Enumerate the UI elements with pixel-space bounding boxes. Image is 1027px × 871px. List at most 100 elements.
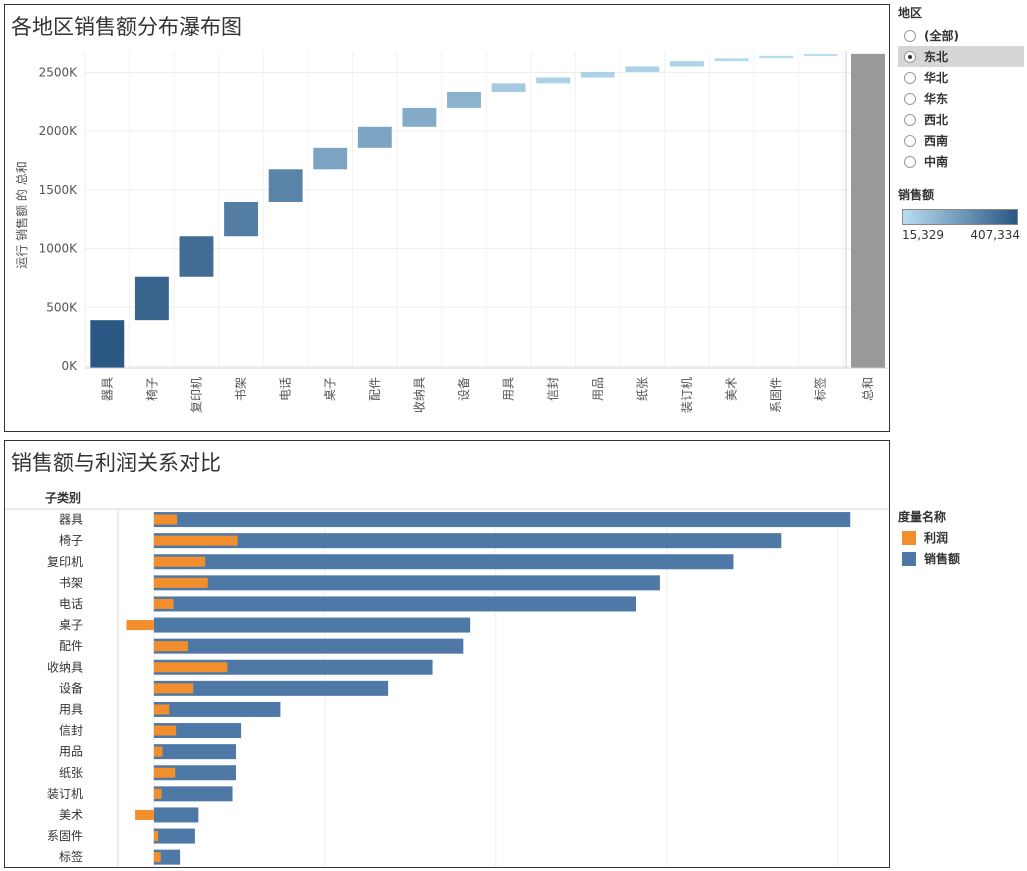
y-tick-label: 2500K xyxy=(39,65,79,79)
row-label: 用品 xyxy=(59,745,83,759)
region-option[interactable]: 中南 xyxy=(898,151,1024,172)
region-filter: 地区 (全部) 东北华北华东西北 西南中南 xyxy=(898,4,1024,172)
region-option[interactable]: 西南 xyxy=(898,130,1024,151)
radio-circle-icon xyxy=(904,135,916,147)
waterfall-bar xyxy=(224,202,258,236)
y-tick-label: 0K xyxy=(61,359,78,373)
sales-bar xyxy=(154,829,195,844)
x-tick-label: 装订机 xyxy=(680,377,694,413)
radio-circle-icon xyxy=(904,114,916,126)
x-tick-label: 美术 xyxy=(725,377,739,401)
row-label: 桌子 xyxy=(59,618,83,632)
waterfall-bar xyxy=(670,61,704,66)
measure-legend-title: 度量名称 xyxy=(898,508,1024,525)
sales-bar xyxy=(154,639,463,654)
waterfall-bar xyxy=(759,56,793,58)
profit-bar xyxy=(154,852,161,862)
x-tick-label: 系固件 xyxy=(769,377,783,413)
waterfall-bar xyxy=(402,108,436,127)
profit-bar xyxy=(154,747,163,757)
profit-swatch xyxy=(902,531,916,545)
total-tick-label: 总和 xyxy=(861,377,875,401)
x-tick-label: 桌子 xyxy=(323,377,337,401)
legend-item-profit[interactable]: 利润 xyxy=(898,527,1024,548)
waterfall-bar xyxy=(581,72,615,78)
sales-color-legend: 销售额 15,329 407,334 xyxy=(898,186,1024,242)
y-tick-label: 1000K xyxy=(39,242,79,256)
sales-bar xyxy=(154,744,236,759)
region-option-label: 中南 xyxy=(924,153,948,170)
row-label: 纸张 xyxy=(59,766,83,780)
waterfall-bar xyxy=(492,83,526,92)
profit-bar xyxy=(154,704,169,714)
sales-profit-chart: 子类别器具椅子复印机书架电话桌子配件收纳具设备用具信封用品纸张装订机美术系固件标… xyxy=(5,441,889,867)
radio-circle-icon xyxy=(904,93,916,105)
legend-label-profit: 利润 xyxy=(924,529,948,546)
row-label: 器具 xyxy=(59,513,83,527)
region-radio-list: (全部) 东北华北华东西北 西南中南 xyxy=(898,25,1024,172)
row-label: 美术 xyxy=(59,808,83,822)
x-tick-label: 椅子 xyxy=(145,377,159,401)
x-tick-label: 器具 xyxy=(100,377,114,401)
waterfall-bar xyxy=(536,77,570,83)
region-option[interactable]: 西北 xyxy=(898,109,1024,130)
profit-bar xyxy=(154,726,176,736)
region-filter-title: 地区 xyxy=(898,4,1024,21)
region-option-label: 华东 xyxy=(924,90,948,107)
row-label: 收纳具 xyxy=(47,660,83,674)
row-label: 配件 xyxy=(59,639,83,653)
sales-bar xyxy=(154,533,781,548)
row-label: 椅子 xyxy=(59,534,83,548)
row-label: 电话 xyxy=(59,597,83,611)
radio-circle-icon xyxy=(904,72,916,84)
total-bar xyxy=(851,54,885,368)
profit-bar xyxy=(154,683,193,693)
waterfall-bar xyxy=(90,320,124,368)
profit-bar xyxy=(154,515,177,525)
y-tick-label: 1500K xyxy=(39,183,79,197)
x-tick-label: 标签 xyxy=(813,377,828,401)
waterfall-chart-panel: 各地区销售额分布瀑布图 0K 500K 1000K 1500K 2000K 2500K 运行… xyxy=(4,4,890,432)
waterfall-bar xyxy=(313,148,347,169)
gradient-min-label: 15,329 xyxy=(902,228,944,242)
profit-bar xyxy=(127,620,154,630)
x-tick-label: 电话 xyxy=(279,377,293,401)
sales-bar xyxy=(154,512,850,527)
y-tick-label: 500K xyxy=(46,300,78,314)
x-tick-label: 用具 xyxy=(502,377,516,401)
row-label: 标签 xyxy=(59,849,83,864)
x-tick-label: 用品 xyxy=(591,377,605,401)
x-tick-label: 复印机 xyxy=(189,377,203,413)
gradient-max-label: 407,334 xyxy=(970,228,1020,242)
sales-bar xyxy=(154,554,734,569)
sales-bar xyxy=(154,575,660,590)
waterfall-bar xyxy=(358,127,392,148)
radio-circle-icon xyxy=(904,30,916,42)
sales-bar xyxy=(154,807,198,822)
sales-swatch xyxy=(902,552,916,566)
region-option[interactable]: (全部) xyxy=(898,25,1024,46)
waterfall-bar xyxy=(715,58,749,61)
row-label: 设备 xyxy=(59,681,83,695)
sales-profit-chart-panel: 销售额与利润关系对比 子类别 器具 椅子 复印机 书架 电话 桌子 配件 收纳具 设备 用具 信封 用品… xyxy=(4,440,890,868)
row-header: 子类别 xyxy=(45,490,81,505)
profit-bar xyxy=(154,662,228,672)
sales-color-gradient xyxy=(902,209,1018,225)
region-option[interactable]: 华东 xyxy=(898,88,1024,109)
region-option-label: 华北 xyxy=(924,69,948,86)
legend-item-sales[interactable]: 销售额 xyxy=(898,548,1024,569)
profit-bar xyxy=(154,557,205,567)
x-tick-label: 信封 xyxy=(546,377,560,401)
radio-circle-icon xyxy=(904,156,916,168)
waterfall-bar xyxy=(447,92,481,108)
region-option-label: 东北 xyxy=(924,48,948,65)
waterfall-bar xyxy=(180,236,214,277)
sales-color-legend-title: 销售额 xyxy=(898,186,1024,203)
waterfall-bar xyxy=(269,169,303,202)
profit-bar xyxy=(154,536,238,546)
waterfall-bar xyxy=(625,66,659,72)
region-option[interactable]: 华北 xyxy=(898,67,1024,88)
row-label: 系固件 xyxy=(47,829,83,843)
region-option[interactable]: 东北 xyxy=(898,46,1024,67)
